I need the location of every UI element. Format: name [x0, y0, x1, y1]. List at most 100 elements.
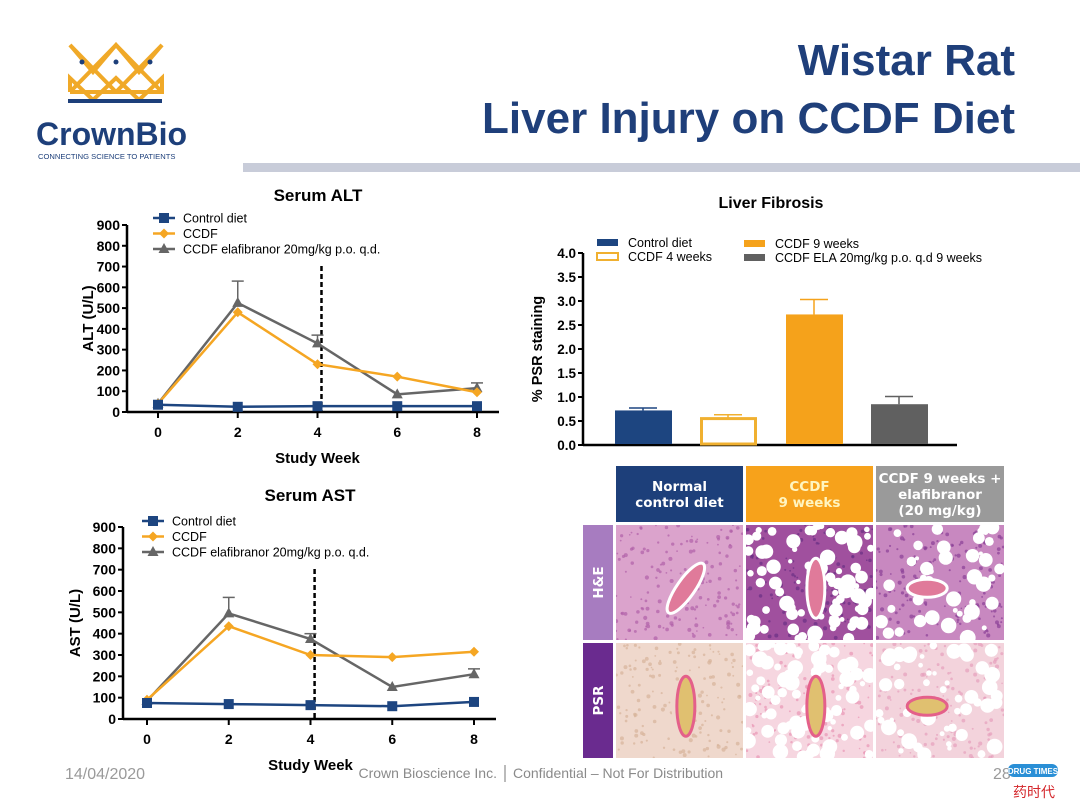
cell-nucleus: [993, 609, 997, 613]
bar: [615, 410, 672, 444]
cell-nucleus: [637, 683, 641, 687]
cell-nucleus: [899, 554, 904, 559]
lipid-vacuole: [893, 646, 905, 658]
cell-nucleus: [756, 755, 760, 758]
lipid-vacuole: [856, 606, 861, 611]
y-axis-label: ALT (U/L): [80, 285, 97, 351]
lipid-vacuole: [822, 739, 838, 755]
cell-nucleus: [616, 619, 619, 624]
cell-nucleus: [719, 729, 723, 733]
cell-nucleus: [879, 572, 883, 577]
lipid-vacuole: [947, 746, 952, 751]
lipid-vacuole: [755, 695, 761, 701]
lipid-vacuole: [984, 666, 1001, 683]
cell-nucleus: [968, 754, 973, 758]
cell-nucleus: [655, 576, 658, 580]
cell-nucleus: [731, 612, 736, 617]
cell-nucleus: [994, 664, 1000, 669]
cell-nucleus: [959, 540, 964, 545]
lipid-vacuole: [918, 662, 923, 668]
cell-nucleus: [675, 666, 678, 669]
cell-nucleus: [978, 617, 981, 620]
cell-nucleus: [867, 608, 872, 613]
cell-nucleus: [640, 550, 645, 555]
cell-nucleus: [968, 740, 972, 744]
lipid-vacuole: [859, 680, 866, 687]
x-tick-label: 0: [143, 731, 151, 747]
bar: [786, 314, 843, 444]
cell-nucleus: [646, 624, 651, 629]
cell-nucleus: [725, 633, 728, 637]
cell-nucleus: [978, 741, 983, 746]
lipid-vacuole: [889, 717, 894, 723]
lipid-vacuole: [746, 669, 754, 677]
cell-nucleus: [665, 627, 669, 632]
cell-nucleus: [726, 741, 729, 744]
cell-nucleus: [831, 589, 834, 592]
cell-nucleus: [904, 593, 909, 598]
y-tick-label: 4.0: [557, 246, 576, 261]
cell-nucleus: [759, 712, 762, 715]
cell-nucleus: [652, 756, 655, 758]
cell-nucleus: [978, 566, 983, 571]
cell-nucleus: [877, 722, 881, 726]
cell-nucleus: [650, 565, 654, 569]
cell-nucleus: [901, 603, 905, 607]
cell-nucleus: [901, 574, 906, 579]
lipid-vacuole: [758, 643, 774, 651]
cell-nucleus: [899, 643, 902, 645]
y-tick-label: 0.0: [557, 438, 576, 453]
series-square: [142, 696, 479, 712]
lipid-vacuole: [835, 568, 843, 575]
cell-nucleus: [759, 561, 763, 565]
chart-title: Serum ALT: [274, 186, 363, 205]
y-tick-label: 0: [112, 404, 120, 420]
cell-nucleus: [717, 576, 722, 581]
lipid-vacuole: [985, 596, 999, 610]
cell-nucleus: [923, 742, 927, 747]
lipid-vacuole: [804, 525, 815, 536]
y-axis-label: AST (U/L): [67, 589, 84, 657]
legend-label: CCDF elafibranor 20mg/kg p.o. q.d.: [183, 243, 380, 257]
cell-nucleus: [640, 606, 643, 610]
lipid-vacuole: [746, 727, 752, 735]
vessel: [905, 695, 949, 717]
cell-nucleus: [676, 525, 681, 528]
cell-nucleus: [658, 661, 662, 666]
bar: [871, 404, 928, 444]
legend-marker: [148, 531, 158, 542]
lipid-vacuole: [751, 684, 760, 693]
cell-nucleus: [706, 694, 708, 697]
cell-nucleus: [692, 634, 696, 638]
lipid-vacuole: [755, 527, 762, 534]
y-tick-label: 400: [93, 626, 117, 642]
cell-nucleus: [990, 610, 993, 613]
cell-nucleus: [645, 606, 650, 611]
cell-nucleus: [724, 614, 728, 618]
cell-nucleus: [649, 674, 652, 678]
cell-nucleus: [658, 570, 662, 574]
cell-nucleus: [668, 650, 672, 654]
cell-nucleus: [644, 627, 648, 631]
lipid-vacuole: [751, 651, 768, 668]
cell-nucleus: [623, 665, 628, 670]
cell-nucleus: [644, 575, 649, 580]
lipid-vacuole: [881, 719, 897, 736]
slide-title-line2: Liver Injury on CCDF Diet: [482, 94, 1015, 143]
cell-nucleus: [779, 705, 784, 709]
cell-nucleus: [625, 714, 629, 718]
cell-nucleus: [806, 735, 811, 739]
cell-nucleus: [961, 718, 966, 723]
lipid-vacuole: [828, 646, 840, 658]
cell-nucleus: [909, 614, 914, 619]
cell-nucleus: [929, 546, 932, 549]
legend-swatch: [744, 254, 765, 261]
cell-nucleus: [667, 737, 670, 740]
cell-nucleus: [867, 696, 870, 699]
cell-nucleus: [674, 669, 677, 673]
cell-nucleus: [888, 544, 892, 548]
legend-marker: [147, 546, 159, 556]
cell-nucleus: [735, 753, 737, 756]
lipid-vacuole: [959, 629, 976, 640]
y-tick-label: 200: [97, 362, 121, 378]
